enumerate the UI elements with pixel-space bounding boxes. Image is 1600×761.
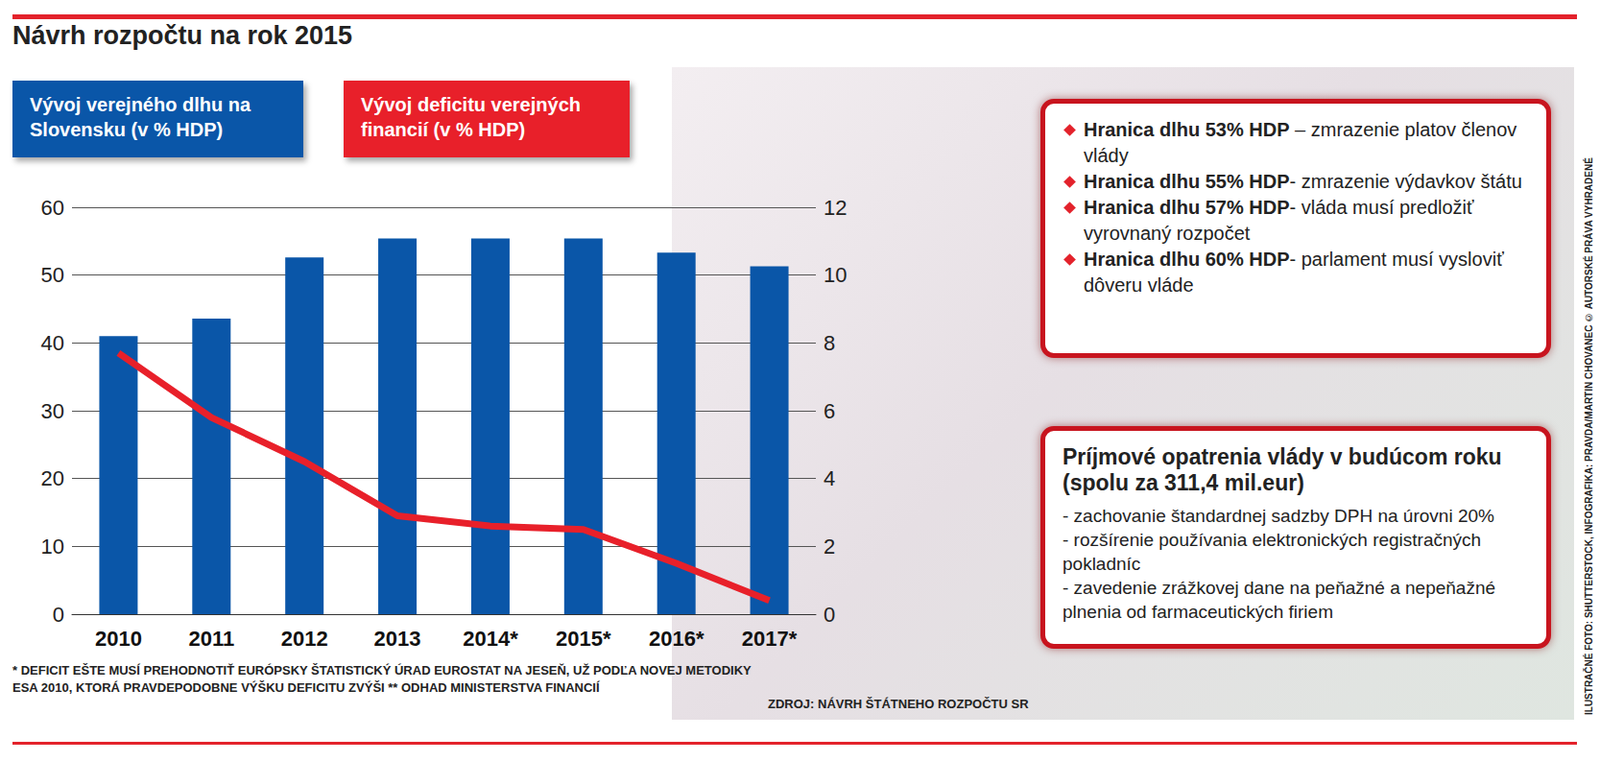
svg-text:2011: 2011 [188,626,235,651]
svg-text:50: 50 [41,262,65,287]
html-text:Príjmové opatrenia vlády v bud: Príjmové opatrenia vlády v budúcom roku … [1062,444,1502,496]
html-text:ILUSTRAČNÉ FOTO: SHUTTERSTOCK,: ILUSTRAČNÉ FOTO: SHUTTERSTOCK, INFOGRAFI… [1583,157,1595,716]
svg-text:6: 6 [823,399,836,424]
html-text:Hranica dlhu 53% HDP – zmrazen: Hranica dlhu 53% HDP – zmrazenie platov … [1083,119,1517,167]
svg-text:40: 40 [41,331,65,356]
svg-text:2015*: 2015* [555,626,612,651]
svg-text:2014*: 2014* [462,626,519,651]
svg-text:30: 30 [41,399,65,424]
html-text:Hranica dlhu 60% HDP - parlame: Hranica dlhu 60% HDP - parlament musí vy… [1083,248,1504,296]
svg-text:2016*: 2016* [648,626,705,651]
svg-text:60: 60 [41,195,65,220]
svg-text:20: 20 [41,466,65,491]
svg-text:4: 4 [823,466,836,491]
svg-text:0: 0 [823,602,836,627]
html-text:Vývoj deficitu verejných finan: Vývoj deficitu verejných financií (v % H… [360,94,581,141]
svg-text:2017*: 2017* [741,626,798,651]
html-text:- zachovanie štandardnej sadzb: - zachovanie štandardnej sadzby DPH na ú… [1062,505,1495,526]
svg-text:10: 10 [41,534,65,559]
html-text:* DEFICIT EŠTE MUSÍ PREHODNOTI: * DEFICIT EŠTE MUSÍ PREHODNOTIŤ EURÓPSKY… [12,663,752,695]
svg-text:2010: 2010 [95,626,143,651]
html-text:Vývoj verejného dlhu na Sloven: Vývoj verejného dlhu na Slovensku (v % H… [29,94,251,141]
svg-text:8: 8 [823,331,836,356]
html-text:- zavedenie zrážkovej dane na: - zavedenie zrážkovej dane na peňažné a … [1062,577,1496,622]
svg-text:2: 2 [823,534,836,559]
html-text:- rozšírenie používania elektr: - rozšírenie používania elektronických r… [1062,529,1482,574]
html-text:Hranica dlhu 57% HDP - vláda m: Hranica dlhu 57% HDP - vláda musí predlo… [1083,196,1474,244]
svg-text:2013: 2013 [374,626,422,651]
html-text:ZDROJ: NÁVRH ŠTÁTNEHO ROZPOČTU: ZDROJ: NÁVRH ŠTÁTNEHO ROZPOČTU SR [767,696,1029,712]
svg-text:12: 12 [823,195,847,220]
html-text:Hranica dlhu 55% HDP - zmrazen: Hranica dlhu 55% HDP - zmrazenie výdavko… [1083,170,1523,192]
svg-text:0: 0 [52,602,65,627]
html-text:Návrh rozpočtu na rok 2015: Návrh rozpočtu na rok 2015 [12,21,353,50]
svg-text:2012: 2012 [281,626,329,651]
svg-text:10: 10 [823,262,847,287]
